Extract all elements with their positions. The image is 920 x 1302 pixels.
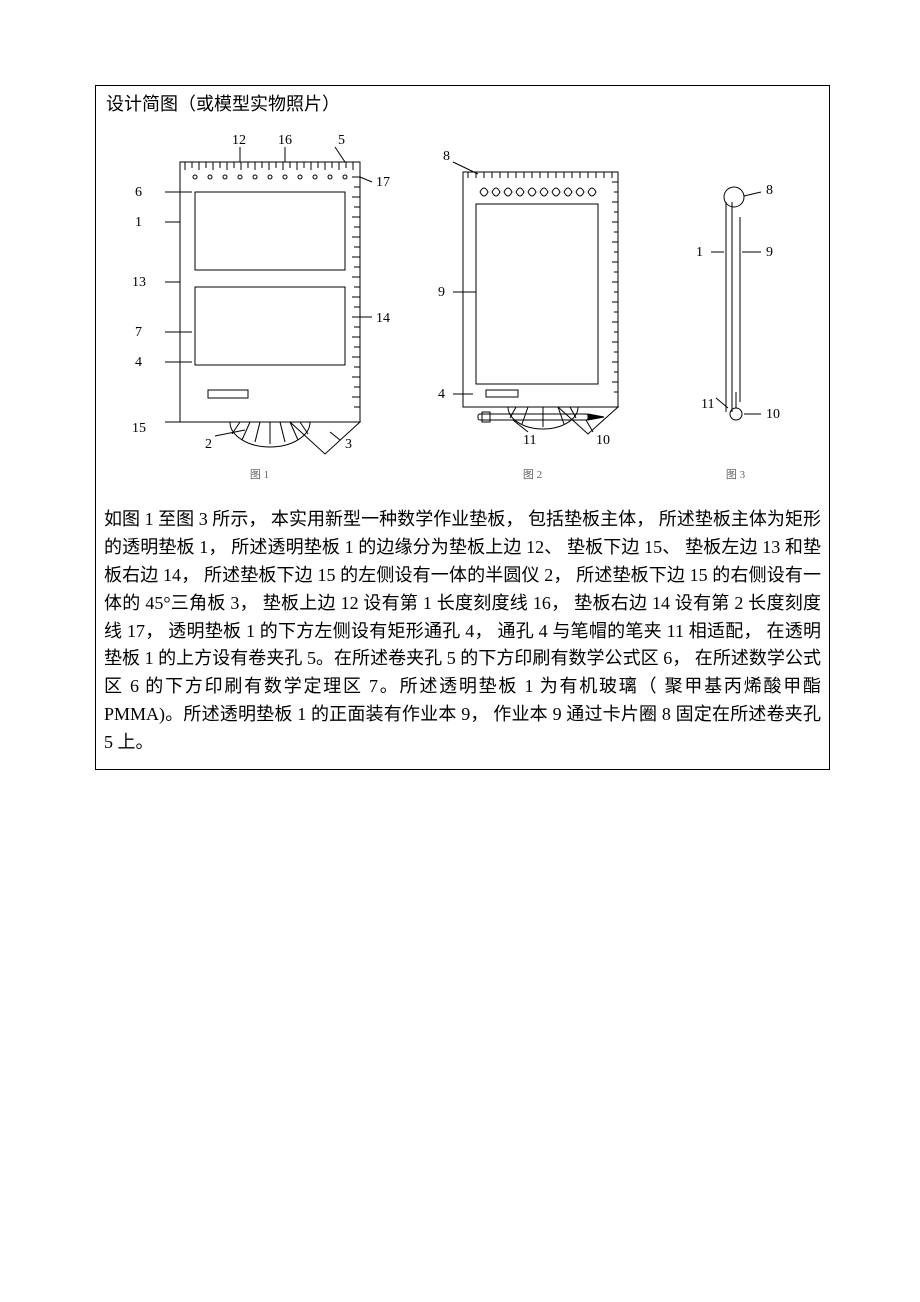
fig1-label-15: 15	[132, 421, 146, 436]
figure-3-caption: 图 3	[726, 466, 745, 482]
content-box: 设计简图（或模型实物照片）	[95, 85, 830, 770]
figure-3-svg: 8 1 9 11 10	[666, 162, 806, 462]
fig1-label-13: 13	[132, 275, 146, 290]
section-title: 设计简图（或模型实物照片）	[106, 90, 821, 116]
figure-2: 8 9 4 11 10 图 2	[418, 122, 648, 482]
fig2-label-10: 10	[596, 433, 610, 448]
fig3-label-1: 1	[696, 245, 703, 260]
figures-row: 6 1 13 7 4 15 2 3 12 16 5 17 14	[104, 122, 821, 482]
figure-1: 6 1 13 7 4 15 2 3 12 16 5 17 14	[120, 122, 400, 482]
fig1-label-14: 14	[376, 311, 390, 326]
fig1-label-1: 1	[135, 215, 142, 230]
fig3-label-9: 9	[766, 245, 773, 260]
fig1-label-16: 16	[278, 133, 292, 148]
fig2-label-8: 8	[443, 149, 450, 164]
fig1-label-7: 7	[135, 325, 142, 340]
fig2-label-9: 9	[438, 285, 445, 300]
fig1-label-4: 4	[135, 355, 142, 370]
figure-2-caption: 图 2	[523, 466, 542, 482]
page: 设计简图（或模型实物照片）	[0, 0, 920, 810]
fig1-label-2: 2	[205, 437, 212, 452]
figure-1-svg: 6 1 13 7 4 15 2 3 12 16 5 17 14	[120, 122, 400, 462]
fig1-label-17: 17	[376, 175, 390, 190]
fig1-label-5: 5	[338, 133, 345, 148]
fig1-label-6: 6	[135, 185, 142, 200]
description-text: 如图 1 至图 3 所示， 本实用新型一种数学作业垫板， 包括垫板主体， 所述垫…	[104, 506, 821, 757]
figure-1-caption: 图 1	[250, 466, 269, 482]
fig2-label-11: 11	[523, 433, 536, 448]
fig3-label-10: 10	[766, 407, 780, 422]
fig2-label-4: 4	[438, 387, 445, 402]
fig1-label-3: 3	[345, 437, 352, 452]
figure-3: 8 1 9 11 10 图 3	[666, 162, 806, 482]
figure-2-svg: 8 9 4 11 10	[418, 122, 648, 462]
fig3-label-8: 8	[766, 183, 773, 198]
fig3-label-11: 11	[701, 397, 714, 412]
fig1-label-12: 12	[232, 133, 246, 148]
